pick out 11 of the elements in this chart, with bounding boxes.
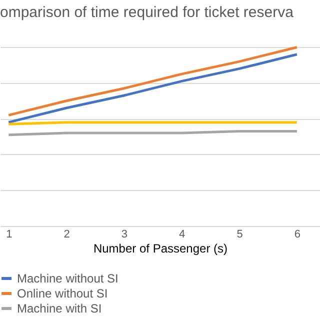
chart-title: omparison of time required for ticket reserva <box>0 4 294 21</box>
x-tick-label: 2 <box>64 228 70 240</box>
x-tick-label: 1 <box>6 228 12 240</box>
x-tick-label: 3 <box>121 228 128 240</box>
legend-label: Machine without SI <box>17 272 118 286</box>
x-tick-label: 6 <box>294 228 300 240</box>
legend-label: Machine with SI <box>17 302 102 316</box>
x-tick-label: 4 <box>179 228 186 240</box>
legend-label: Online without SI <box>17 286 108 300</box>
x-tick-label: 5 <box>236 228 243 240</box>
x-axis-title: Number of Passenger (s) <box>93 242 228 256</box>
